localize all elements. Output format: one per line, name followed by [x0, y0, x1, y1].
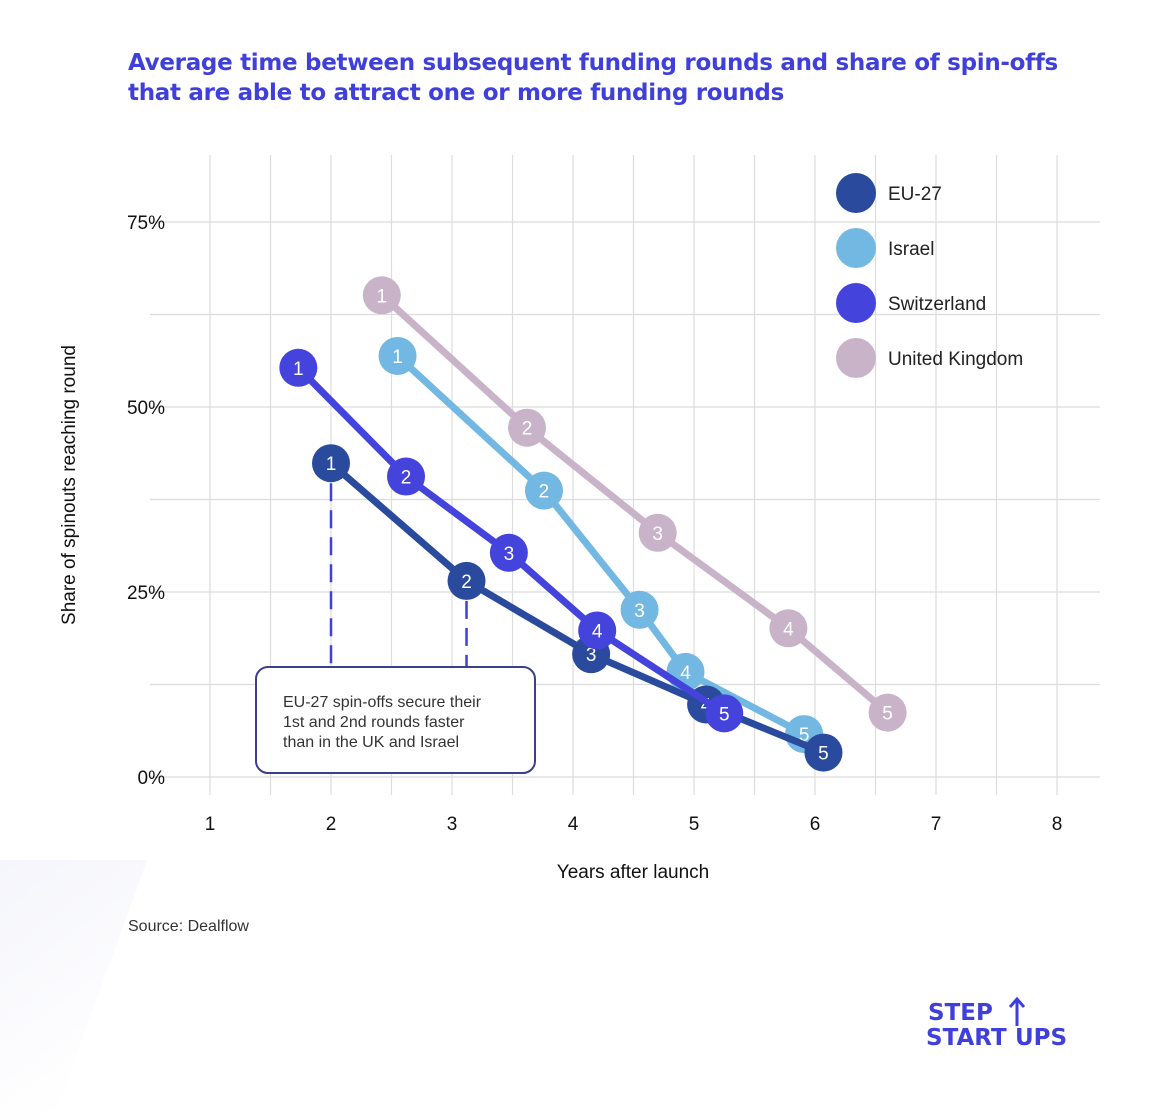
data-point-label: 5	[818, 744, 829, 765]
data-point	[489, 533, 528, 572]
data-point	[279, 348, 318, 387]
grid	[150, 155, 1100, 795]
data-point	[620, 590, 659, 629]
data-point	[312, 444, 350, 483]
data-point-label: 5	[719, 704, 730, 725]
x-axis-label: Years after launch	[557, 862, 709, 883]
data-point-label: 4	[680, 663, 691, 684]
series-line	[378, 291, 892, 717]
chart-title: Average time between subsequent funding …	[128, 48, 1088, 108]
legend-swatch	[836, 283, 876, 323]
data-point-label: 2	[401, 468, 412, 489]
y-tick-label: 0%	[138, 768, 166, 789]
data-point-label: 3	[652, 524, 663, 545]
x-tick-label: 4	[568, 814, 579, 835]
data-point-label: 4	[592, 621, 603, 642]
data-point-label: 3	[634, 601, 645, 622]
data-point	[638, 513, 677, 552]
annotation-line-2: 1st and 2nd rounds faster	[283, 714, 465, 731]
logo-line-3: UPS	[1015, 1025, 1067, 1051]
line-chart: Share of spinouts reaching round Years a…	[59, 155, 1100, 883]
source-note: Source: Dealflow	[128, 918, 249, 935]
data-point-label: 1	[293, 359, 304, 380]
x-tick-label: 5	[689, 814, 700, 835]
annotation-guides	[329, 483, 468, 667]
data-point	[387, 457, 426, 496]
data-point-label: 3	[504, 544, 515, 565]
data-point	[447, 561, 486, 600]
data-point	[362, 276, 401, 315]
data-point	[868, 693, 907, 732]
data-point-label: 2	[522, 419, 533, 440]
data-point	[578, 611, 617, 650]
y-tick-label: 75%	[127, 213, 165, 234]
data-point-label: 1	[326, 454, 337, 475]
annotation-line-1: EU-27 spin-offs secure their	[283, 694, 482, 711]
legend-label: EU-27	[888, 184, 942, 205]
legend: EU-27 Israel Switzerland United Kingdom	[836, 173, 1023, 378]
data-point-label: 4	[783, 619, 794, 640]
legend-swatch	[836, 338, 876, 378]
x-tick-label: 8	[1052, 814, 1063, 835]
tick-labels: 1 2 3 4 5 6 7 80%25%50%75%	[127, 213, 1062, 835]
x-tick-label: 7	[931, 814, 942, 835]
data-point	[524, 471, 563, 510]
data-point-label: 1	[392, 347, 403, 368]
annotation-frame	[255, 666, 536, 774]
data-point-label: 2	[461, 572, 472, 593]
axis-labels: Share of spinouts reaching round Years a…	[59, 345, 709, 883]
arrow-up-icon	[1008, 996, 1026, 1026]
data-point-label: 1	[377, 286, 388, 307]
legend-label: Switzerland	[888, 294, 986, 315]
x-tick-label: 6	[810, 814, 821, 835]
x-tick-label: 1	[205, 814, 216, 835]
x-tick-label: 2	[326, 814, 337, 835]
data-point	[378, 336, 417, 375]
legend-swatch	[836, 228, 876, 268]
data-point	[508, 408, 547, 447]
data-point-label: 5	[882, 704, 893, 725]
legend-swatch	[836, 173, 876, 213]
x-tick-label: 3	[447, 814, 458, 835]
chart-title-line-2: that are able to attract one or more fun…	[128, 80, 784, 106]
logo-line-2: START	[926, 1025, 1007, 1051]
data-point-label: 4	[701, 695, 712, 716]
data-point	[804, 733, 843, 772]
legend-label: United Kingdom	[888, 349, 1023, 370]
y-axis-label: Share of spinouts reaching round	[59, 345, 80, 625]
legend-label: Israel	[888, 239, 934, 260]
y-tick-label: 50%	[127, 398, 165, 419]
logo-line-1: STEP	[928, 1000, 993, 1026]
data-point	[705, 694, 744, 733]
chart-title-line-1: Average time between subsequent funding …	[128, 50, 1058, 76]
annotation-line-3: than in the UK and Israel	[283, 734, 459, 751]
data-point-label: 3	[586, 645, 597, 666]
stepstartups-logo: STEP START UPS	[926, 996, 1067, 1051]
data-point	[769, 609, 808, 648]
data-point-label: 2	[539, 482, 550, 503]
y-tick-label: 25%	[127, 583, 165, 604]
data-point-label: 5	[799, 725, 810, 746]
annotation-text: EU-27 spin-offs secure their 1st and 2nd…	[283, 694, 485, 751]
annotation-box: EU-27 spin-offs secure their 1st and 2nd…	[255, 666, 536, 774]
